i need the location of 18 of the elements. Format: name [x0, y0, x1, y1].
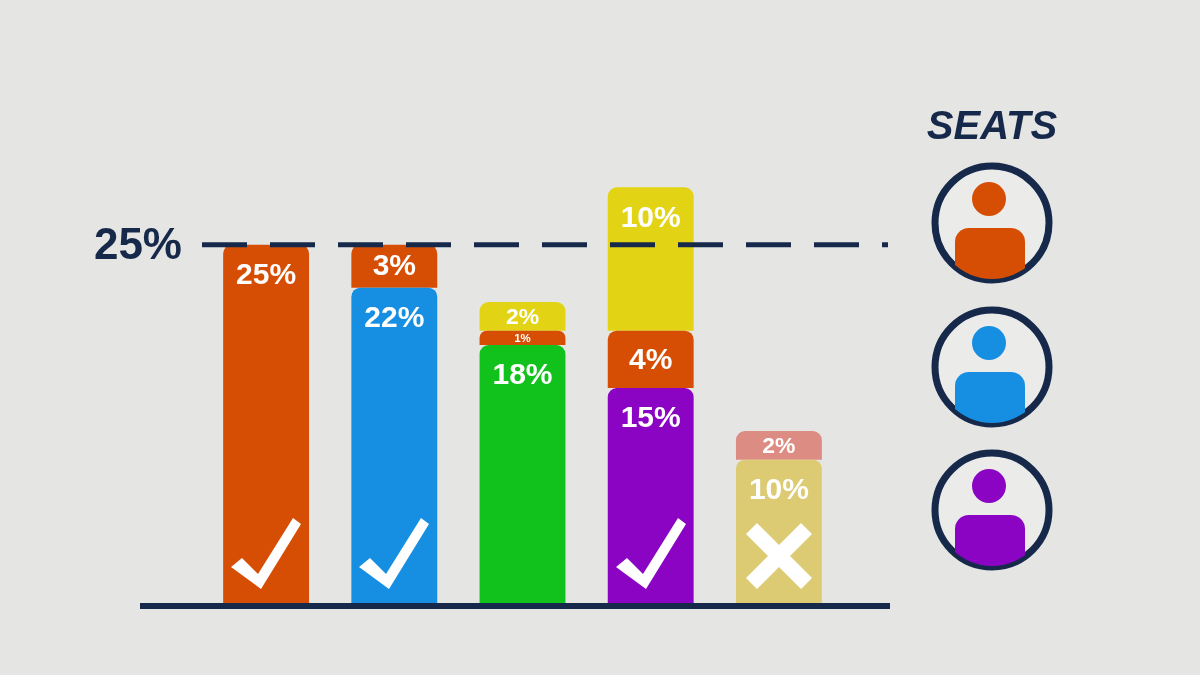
bar [607, 187, 694, 331]
data-label: 10% [620, 199, 681, 233]
bar [479, 345, 566, 603]
ref-line-label: 25% [93, 218, 182, 268]
bar [607, 330, 694, 388]
data-label: 1% [514, 332, 531, 345]
data-label: 2% [762, 431, 796, 458]
bar [351, 287, 438, 603]
data-label: 15% [620, 400, 681, 434]
data-label: 22% [364, 299, 425, 333]
data-label: 10% [748, 471, 809, 505]
data-label: 25% [236, 256, 297, 290]
data-label: 18% [492, 357, 553, 391]
data-label: 4% [629, 341, 673, 375]
data-label: 2% [505, 302, 540, 329]
data-label: 3% [372, 248, 416, 282]
text: SEATS [926, 103, 1058, 147]
bar [607, 388, 694, 603]
